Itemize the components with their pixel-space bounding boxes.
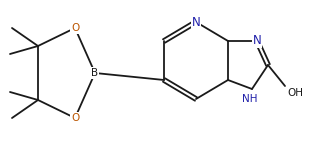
Text: O: O — [71, 113, 79, 123]
Text: NH: NH — [242, 94, 258, 104]
Text: O: O — [71, 23, 79, 33]
Text: N: N — [252, 34, 261, 47]
Text: N: N — [192, 15, 200, 28]
Text: B: B — [92, 68, 99, 78]
Text: OH: OH — [287, 88, 303, 98]
